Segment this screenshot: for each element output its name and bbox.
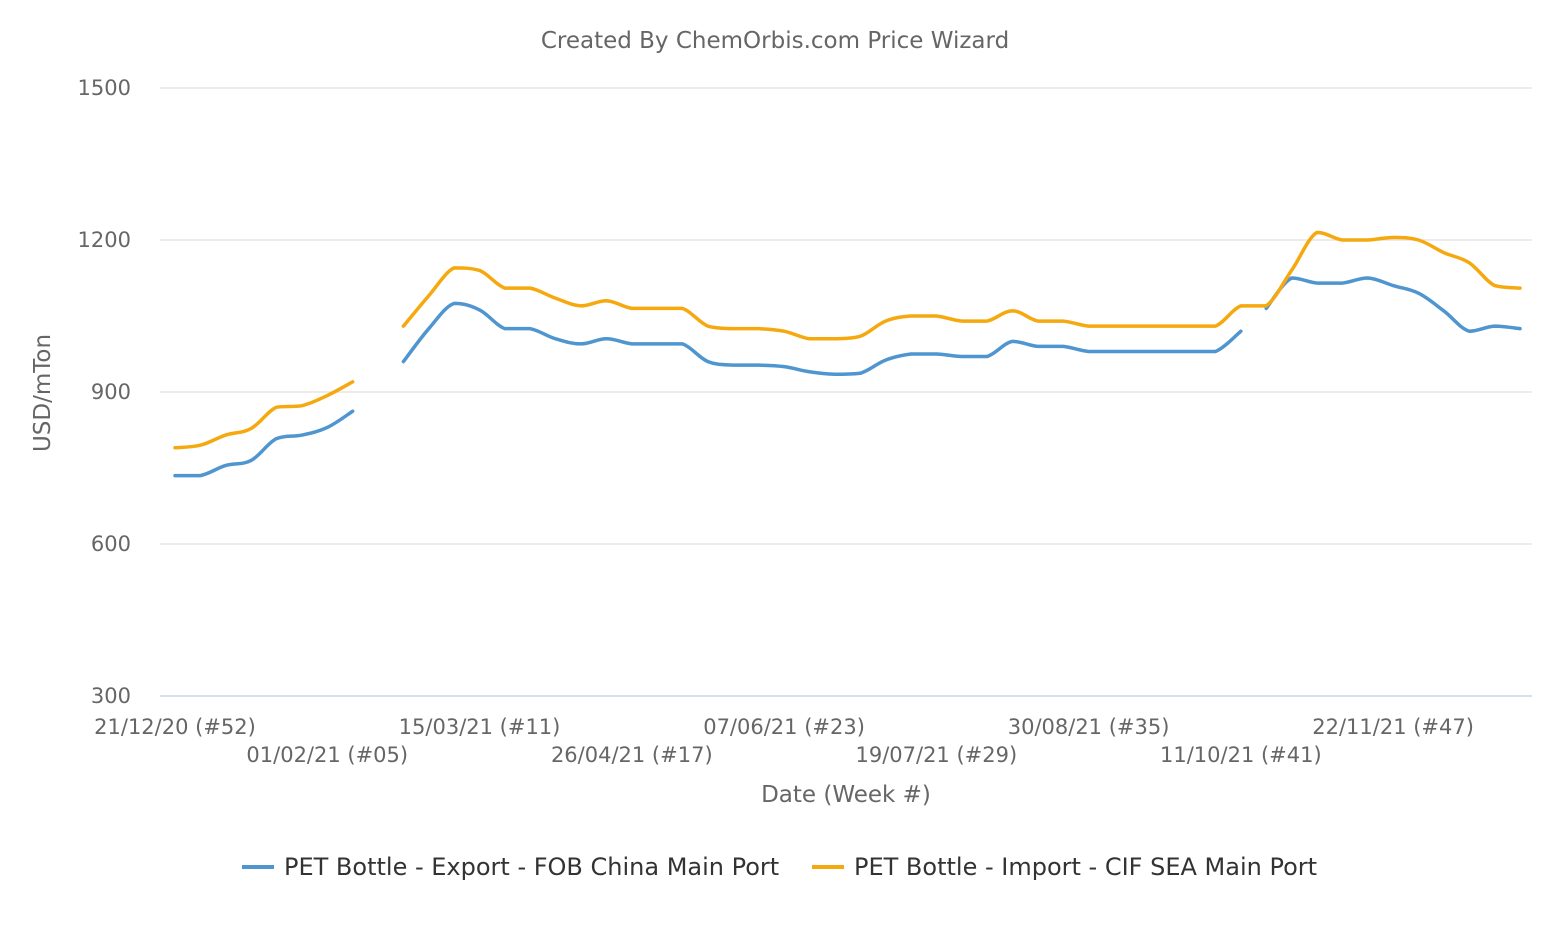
x-tick-label: 30/08/21 (#35) [1008,715,1170,739]
y-axis-title: USD/mTon [30,334,56,452]
y-tick-label: 600 [91,532,131,556]
y-tick-label: 1200 [78,228,131,252]
x-tick-label: 21/12/20 (#52) [94,715,256,739]
chart-title: Created By ChemOrbis.com Price Wizard [541,28,1009,54]
series-import-cif-sea [173,230,1522,450]
series-line-segment[interactable] [173,409,355,478]
series-line-segment[interactable] [401,230,1522,341]
y-tick-label: 900 [91,380,131,404]
x-tick-label: 26/04/21 (#17) [551,743,713,767]
series-line-segment[interactable] [1264,276,1522,333]
y-tick-label: 1500 [78,76,131,100]
legend-item-import[interactable]: PET Bottle - Import - CIF SEA Main Port [854,853,1317,881]
x-tick-label: 07/06/21 (#23) [703,715,865,739]
legend: PET Bottle - Export - FOB China Main Por… [242,853,1317,881]
x-axis-ticks: 21/12/20 (#52) 01/02/21 (#05) 15/03/21 (#1… [94,715,1474,767]
series-line-segment[interactable] [401,301,1243,377]
x-tick-label: 19/07/21 (#29) [855,743,1017,767]
grid [160,87,1532,697]
x-tick-label: 15/03/21 (#11) [399,715,561,739]
series-line-segment[interactable] [173,380,355,450]
y-axis-ticks: 300 600 900 1200 1500 [78,76,131,708]
x-axis-title: Date (Week #) [761,782,931,808]
x-tick-label: 22/11/21 (#47) [1312,715,1474,739]
legend-item-export[interactable]: PET Bottle - Export - FOB China Main Por… [284,853,779,881]
x-tick-label: 01/02/21 (#05) [246,743,408,767]
x-tick-label: 11/10/21 (#41) [1160,743,1322,767]
series-export-fob-china [173,276,1522,478]
series-lines [173,230,1522,478]
y-tick-label: 300 [91,684,131,708]
